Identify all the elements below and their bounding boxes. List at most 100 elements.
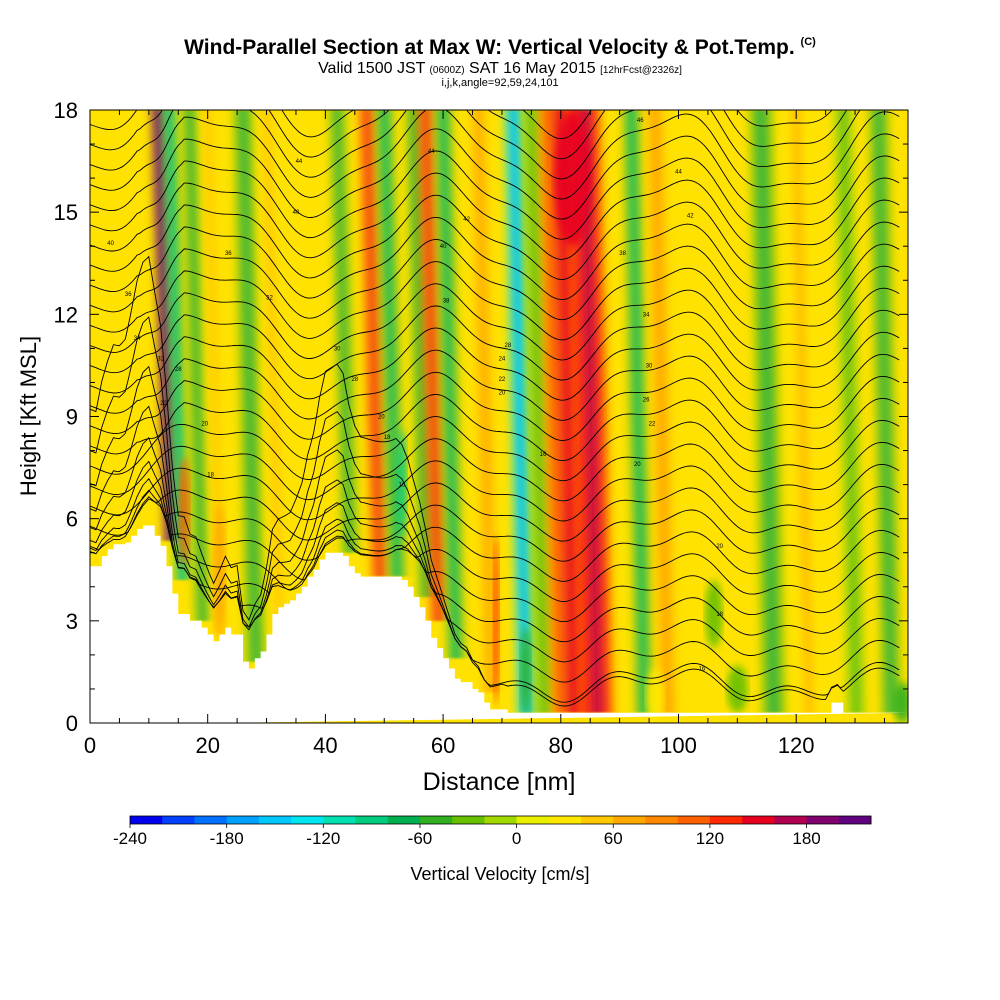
isentrope-label: 34 — [134, 336, 141, 342]
isentrope-label: 38 — [443, 299, 450, 305]
colorbar-tick-label: 180 — [792, 829, 820, 848]
y-tick-label: 12 — [54, 302, 78, 327]
grid-params: i,j,k,angle=92,59,24,101 — [441, 77, 559, 89]
plot-area: 44 44 46 44 40 42 42 36 40 38 40 36 32 38 34 34 30 28 32 24… — [90, 110, 908, 723]
isentrope-label: 34 — [643, 312, 650, 318]
isentrope-label: 28 — [504, 343, 511, 349]
x-tick-label: 20 — [195, 733, 219, 758]
isentrope-line — [90, 365, 900, 683]
velocity-column — [869, 110, 901, 713]
colorbar-swatch — [677, 816, 711, 824]
isentrope-line — [90, 438, 900, 502]
colorbar-tick-label: -240 — [113, 829, 147, 848]
colorbar-tick-label: 60 — [604, 829, 623, 848]
isentrope-line — [90, 128, 900, 220]
isentrope-line — [90, 405, 900, 663]
isentrope-label: 16 — [540, 452, 547, 458]
colorbar-swatch — [258, 816, 292, 824]
isentrope-label: 44 — [296, 159, 303, 165]
y-tick-label: 6 — [66, 507, 78, 532]
isentrope-labels: 44 44 46 44 40 42 42 36 40 38 40 36 32 38 34 34 30 28 32 24… — [107, 118, 723, 672]
colorbar-swatch — [484, 816, 518, 824]
velocity-columns — [152, 110, 901, 713]
velocity-blob — [520, 627, 531, 717]
isentrope-line — [90, 489, 900, 582]
velocity-column — [505, 110, 535, 713]
isentrope-label: 30 — [334, 346, 341, 352]
isentrope-label: 18 — [716, 612, 723, 618]
y-tick-label: 18 — [54, 98, 78, 123]
isentrope-label: 20 — [634, 462, 641, 468]
isentrope-label: 32 — [157, 357, 164, 363]
colorbar-swatch — [162, 816, 195, 824]
title-unit-mark: (C) — [800, 36, 816, 48]
isentrope-line — [90, 460, 900, 623]
x-tick-label: 0 — [84, 733, 96, 758]
x-axis-label: Distance [nm] — [423, 768, 576, 796]
isentrope-line — [90, 172, 900, 260]
velocity-blob — [178, 457, 190, 567]
isentrope-line — [90, 371, 900, 441]
isentrope-line — [90, 496, 900, 562]
isentrope-line — [90, 110, 900, 200]
isentrope-line — [90, 216, 900, 301]
isentrope-label: 36 — [225, 251, 232, 257]
velocity-blob — [704, 579, 723, 649]
isentrope-line — [90, 110, 861, 180]
velocity-blob — [726, 665, 748, 713]
isentrope-label: 26 — [643, 397, 650, 403]
colorbar-swatch — [194, 816, 228, 824]
colorbar-swatch — [130, 816, 163, 824]
isentrope-line — [90, 110, 833, 140]
chart-title: Wind-Parallel Section at Max W: Vertical… — [0, 36, 1000, 60]
x-tick-label: 120 — [778, 733, 815, 758]
colorbar-frame — [129, 815, 872, 825]
colorbar-tick-label: 120 — [696, 829, 724, 848]
y-axis-label: Height [Kft MSL] — [16, 336, 41, 496]
colorbar-tick-label: 0 — [512, 829, 521, 848]
chart-title-text: Wind-Parallel Section at Max W: Vertical… — [184, 36, 795, 59]
velocity-blob — [646, 668, 664, 723]
isentrope-label: 46 — [637, 118, 644, 124]
isentrope-label: 22 — [649, 421, 656, 427]
isentrope-line — [90, 283, 900, 361]
isentrope-label: 22 — [160, 401, 167, 407]
valid-time: Valid 1500 JST (0600Z) SAT 16 May 2015 [… — [0, 60, 1000, 80]
isentrope-line — [90, 436, 900, 643]
isentrope-line — [90, 305, 900, 381]
isentrope-label: 16 — [699, 667, 706, 673]
isentrope-line — [90, 478, 900, 602]
valid-zulu: (0600Z) — [429, 65, 465, 76]
colorbar-swatch — [548, 816, 582, 824]
velocity-column — [471, 110, 499, 693]
x-tick-label: 80 — [549, 733, 573, 758]
y-tick-label: 9 — [66, 405, 78, 430]
isentrope-label: 32 — [266, 295, 273, 301]
velocity-column — [436, 110, 464, 659]
colorbar-tick-label: -120 — [306, 829, 340, 848]
velocity-column — [234, 110, 265, 662]
isentrope-label: 44 — [428, 149, 435, 155]
isentrope-label: 16 — [399, 483, 406, 489]
colorbar-swatch — [581, 816, 614, 824]
isentrope-line — [90, 416, 900, 482]
isentrope-label: 44 — [675, 169, 682, 175]
y-tick-label: 0 — [66, 711, 78, 736]
colorbar-swatch — [709, 816, 743, 824]
colorbar-swatch — [838, 816, 872, 824]
colorbar-swatch — [291, 816, 324, 824]
isentrope-line — [90, 194, 900, 280]
isentrope-label: 20 — [716, 544, 723, 550]
x-tick-label: 40 — [313, 733, 337, 758]
colorbar-swatch — [452, 816, 485, 824]
isentrope-label: 40 — [440, 244, 447, 250]
velocity-column — [624, 110, 652, 713]
isentrope-line — [90, 460, 900, 522]
isentrope-label: 40 — [293, 210, 300, 216]
isentrope-line — [90, 316, 900, 703]
x-tick-label: 60 — [431, 733, 455, 758]
isentrope-label: 38 — [619, 251, 626, 257]
velocity-column — [418, 110, 446, 621]
isentrope-label: 28 — [351, 377, 358, 383]
colorbar-tick-label: -60 — [408, 829, 433, 848]
